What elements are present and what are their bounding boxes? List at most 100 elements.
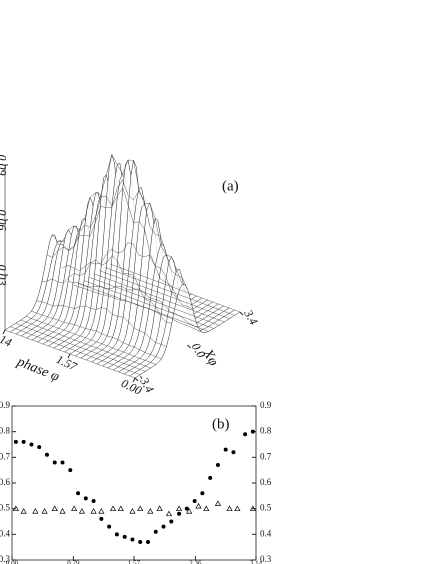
y2-tick-label: 0.4: [260, 528, 272, 538]
mesh-line: [62, 242, 193, 310]
dot-point: [99, 516, 104, 521]
y2-tick-label: 0.8: [260, 426, 272, 436]
dot-point: [215, 463, 220, 468]
mesh-line: [57, 179, 188, 290]
triangle-point: [147, 508, 154, 514]
triangle-point: [90, 508, 97, 514]
z-tick-label: 0.09: [0, 155, 9, 176]
dot-point: [37, 445, 42, 450]
mesh-line: [20, 319, 151, 369]
mesh-line: [31, 310, 162, 360]
triangle-point: [117, 505, 124, 512]
y2-tick-label: 0.3: [260, 554, 272, 564]
mesh-line: [94, 273, 225, 323]
dot-point: [60, 460, 65, 465]
dot-point: [114, 532, 119, 537]
triangle-point: [71, 505, 78, 512]
triangle-point: [214, 500, 222, 506]
triangle-point: [32, 508, 39, 514]
dot-point: [13, 439, 18, 444]
dot-point: [107, 524, 112, 529]
y-tick-label: 0.4: [0, 528, 11, 538]
dot-point: [208, 475, 213, 480]
dot-point: [29, 442, 34, 447]
x-tick: [239, 311, 244, 316]
mesh-line: [109, 263, 241, 313]
triangle-point: [129, 508, 136, 514]
phase-tick: [67, 353, 71, 359]
y-tick-label: 0.3: [0, 554, 11, 564]
scatter-plot: 0.3 0.4 0.5 0.6 0.7 0.8 0.9 0.3 0.4 0.5 0.6 0.7 0.8 0…: [0, 400, 272, 564]
triangle-point: [51, 505, 58, 512]
mesh-line: [67, 281, 199, 328]
dot-point: [52, 460, 57, 465]
triangle-point: [195, 502, 202, 509]
phase-axis-label: phase φ: [14, 354, 61, 385]
x-tick-label: 0.00: [6, 560, 19, 564]
mesh-line: [99, 270, 230, 319]
dot-point: [138, 540, 143, 545]
triangle-point: [109, 505, 117, 512]
y2-tick-label: 0.5: [260, 503, 272, 513]
dot-point: [21, 439, 26, 444]
x-tick: [187, 344, 191, 349]
x-tick-label: 0.79: [67, 560, 80, 564]
dot-point: [250, 429, 255, 434]
mesh-line: [88, 277, 220, 326]
x-tick-label: 0.0: [189, 340, 209, 360]
y-tick-label: 0.7: [0, 451, 11, 461]
phase-tick: [2, 329, 6, 335]
dot-point: [243, 432, 248, 437]
z-tick-label: 0.03: [0, 265, 9, 286]
triangle-point: [203, 505, 210, 512]
mesh-line: [10, 326, 141, 375]
mesh-line: [25, 316, 157, 365]
mesh-line: [83, 280, 214, 329]
triangle-point: [12, 505, 19, 512]
mesh-line: [15, 323, 146, 372]
dot-point: [200, 491, 205, 496]
dot-point: [153, 529, 158, 534]
dot-point: [145, 540, 150, 545]
x-tick-label: 1.57: [128, 560, 141, 564]
dot-point: [83, 496, 88, 501]
dot-point: [91, 498, 96, 503]
dot-point: [231, 450, 236, 455]
triangle-point: [137, 505, 144, 512]
triangle-point: [41, 508, 48, 514]
dot-point: [192, 498, 197, 503]
x-tick: [134, 377, 139, 382]
triangle-point: [186, 508, 193, 514]
triangle-point: [234, 505, 241, 512]
dot-point: [177, 511, 182, 516]
mesh-line: [41, 255, 172, 324]
dot-point: [184, 506, 189, 511]
surface-plot: 0.030.060.090.001.573.14-3.40.03.4phase …: [0, 153, 261, 398]
triangle-point: [156, 505, 163, 512]
y2-tick-label: 0.7: [260, 451, 272, 461]
mesh-line: [78, 283, 209, 332]
panel-label: (b): [212, 416, 230, 432]
dot-point: [76, 491, 81, 496]
triangle-point: [249, 505, 256, 512]
dot-point: [161, 524, 166, 529]
y-tick-label: 0.6: [0, 477, 11, 487]
triangle-point: [20, 508, 27, 514]
dot-point: [130, 537, 135, 542]
y-tick-label: 0.8: [0, 426, 11, 436]
dot-point: [44, 452, 49, 457]
phase-tick: [132, 377, 136, 383]
triangle-point: [59, 508, 66, 514]
y-tick-label: 0.9: [0, 400, 11, 410]
dot-point: [169, 519, 174, 524]
mesh-line: [73, 284, 204, 333]
y-tick-label: 0.5: [0, 503, 11, 513]
z-tick-label: 0.06: [0, 210, 9, 231]
y2-tick-label: 0.9: [260, 400, 272, 410]
triangle-point: [175, 505, 183, 512]
x-tick-label: 2.36: [189, 560, 202, 564]
mesh-line: [52, 153, 183, 285]
triangle-point: [78, 508, 86, 514]
dot-point: [223, 447, 228, 452]
